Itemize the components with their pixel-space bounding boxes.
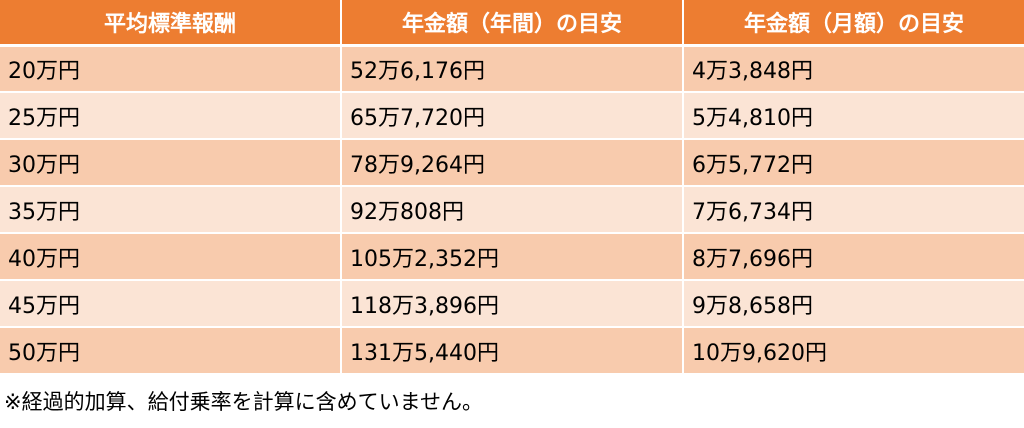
cell-monthly: 6万5,772円 <box>683 139 1024 187</box>
cell-salary: 50万円 <box>0 327 342 375</box>
header-monthly-pension: 年金額（月額）の目安 <box>683 0 1024 47</box>
cell-monthly: 7万6,734円 <box>683 186 1024 234</box>
cell-annual: 52万6,176円 <box>341 45 684 93</box>
cell-annual: 105万2,352円 <box>341 233 684 281</box>
cell-salary: 40万円 <box>0 233 342 281</box>
header-average-standard-salary: 平均標準報酬 <box>0 0 342 47</box>
cell-monthly: 9万8,658円 <box>683 280 1024 328</box>
table-header-row: 平均標準報酬 年金額（年間）の目安 年金額（月額）の目安 <box>0 0 1024 47</box>
table-row: 35万円 92万808円 7万6,734円 <box>0 186 1024 234</box>
cell-salary: 30万円 <box>0 139 342 187</box>
pension-table-container: 平均標準報酬 年金額（年間）の目安 年金額（月額）の目安 20万円 52万6,1… <box>0 0 1024 375</box>
cell-monthly: 8万7,696円 <box>683 233 1024 281</box>
cell-salary: 35万円 <box>0 186 342 234</box>
cell-monthly: 4万3,848円 <box>683 45 1024 93</box>
pension-table: 平均標準報酬 年金額（年間）の目安 年金額（月額）の目安 20万円 52万6,1… <box>0 0 1024 375</box>
table-row: 20万円 52万6,176円 4万3,848円 <box>0 45 1024 93</box>
cell-annual: 118万3,896円 <box>341 280 684 328</box>
cell-annual: 131万5,440円 <box>341 327 684 375</box>
table-row: 25万円 65万7,720円 5万4,810円 <box>0 92 1024 140</box>
cell-monthly: 10万9,620円 <box>683 327 1024 375</box>
table-row: 45万円 118万3,896円 9万8,658円 <box>0 280 1024 328</box>
cell-salary: 20万円 <box>0 45 342 93</box>
footnote: ※経過的加算、給付乗率を計算に含めていません。 <box>4 390 483 414</box>
table-row: 40万円 105万2,352円 8万7,696円 <box>0 233 1024 281</box>
table-row: 50万円 131万5,440円 10万9,620円 <box>0 327 1024 375</box>
cell-salary: 45万円 <box>0 280 342 328</box>
table-row: 30万円 78万9,264円 6万5,772円 <box>0 139 1024 187</box>
cell-annual: 78万9,264円 <box>341 139 684 187</box>
cell-salary: 25万円 <box>0 92 342 140</box>
cell-monthly: 5万4,810円 <box>683 92 1024 140</box>
cell-annual: 92万808円 <box>341 186 684 234</box>
cell-annual: 65万7,720円 <box>341 92 684 140</box>
header-annual-pension: 年金額（年間）の目安 <box>341 0 684 47</box>
